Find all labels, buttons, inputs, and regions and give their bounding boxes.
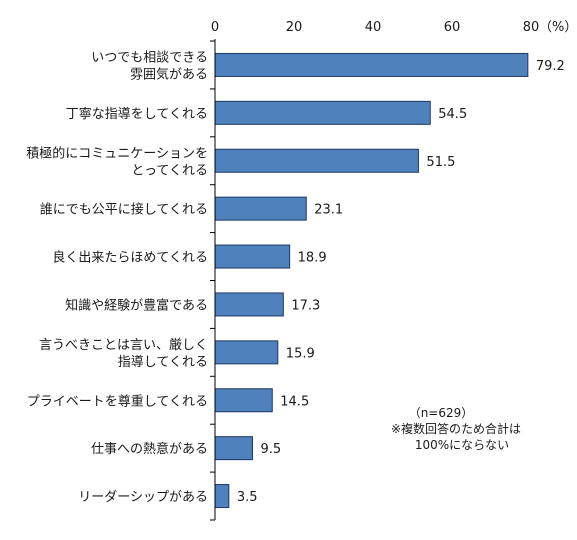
- category-label: 言うべきことは言い、厳しく: [39, 338, 208, 353]
- category-label: とってくれる: [131, 163, 208, 178]
- bar: [214, 436, 254, 461]
- category-label: 丁寧な指導をしてくれる: [66, 106, 208, 122]
- bar: [214, 340, 279, 365]
- sample-note: （n=629） ※複数回答のため合計は 100%にならない: [391, 406, 521, 452]
- bar: [214, 52, 529, 77]
- value-label: 54.5: [438, 107, 467, 122]
- category-label: 良く出来たらほめてくれる: [52, 250, 208, 266]
- bar: [214, 196, 307, 221]
- category-label: 仕事への熱意がある: [91, 441, 208, 457]
- value-label: 15.9: [286, 346, 315, 361]
- category-label: 知識や経験が豊富である: [65, 297, 208, 313]
- bar: [214, 292, 284, 317]
- x-tick-label: 40: [365, 20, 382, 35]
- note-line-2: ※複数回答のため合計は: [391, 421, 521, 436]
- x-axis-ticks: 0 20 40 60 80: [210, 20, 540, 521]
- value-label: 79.2: [536, 59, 565, 74]
- note-line-3: 100%にならない: [415, 438, 509, 452]
- value-label: 9.5: [261, 442, 282, 457]
- value-label: 3.5: [237, 490, 258, 505]
- value-label: 17.3: [291, 298, 320, 313]
- value-label: 14.5: [280, 394, 309, 409]
- x-tick-label: 0: [211, 20, 219, 35]
- category-label: 指導してくれる: [118, 355, 208, 370]
- bar: [214, 148, 419, 173]
- category-label: プライベートを尊重してくれる: [27, 393, 208, 409]
- bar: [214, 388, 273, 413]
- x-tick-label: 80: [523, 20, 540, 35]
- category-labels: いつでも相談できる雰囲気がある丁寧な指導をしてくれる積極的にコミュニケーションを…: [26, 49, 208, 505]
- category-label: 積極的にコミュニケーションを: [26, 145, 208, 161]
- value-labels: 79.2 54.5 51.5 23.1 18.9 17.3 15.9 14.5 9.5 3.5: [237, 59, 565, 505]
- bar: [214, 484, 230, 509]
- x-tick-label: 60: [444, 20, 461, 35]
- note-line-1: （n=629）: [409, 406, 474, 420]
- value-label: 51.5: [426, 155, 455, 170]
- bar: [214, 100, 431, 125]
- category-label: いつでも相談できる: [91, 49, 208, 65]
- category-label: 雰囲気がある: [130, 66, 208, 82]
- x-tick-label: 20: [286, 20, 303, 35]
- value-label: 23.1: [314, 203, 343, 218]
- category-label: リーダーシップがある: [78, 490, 208, 505]
- value-label: 18.9: [298, 251, 327, 266]
- bar: [214, 244, 291, 269]
- x-axis-unit: （%）: [539, 20, 577, 35]
- category-label: 誰にでも公平に接してくれる: [40, 202, 208, 218]
